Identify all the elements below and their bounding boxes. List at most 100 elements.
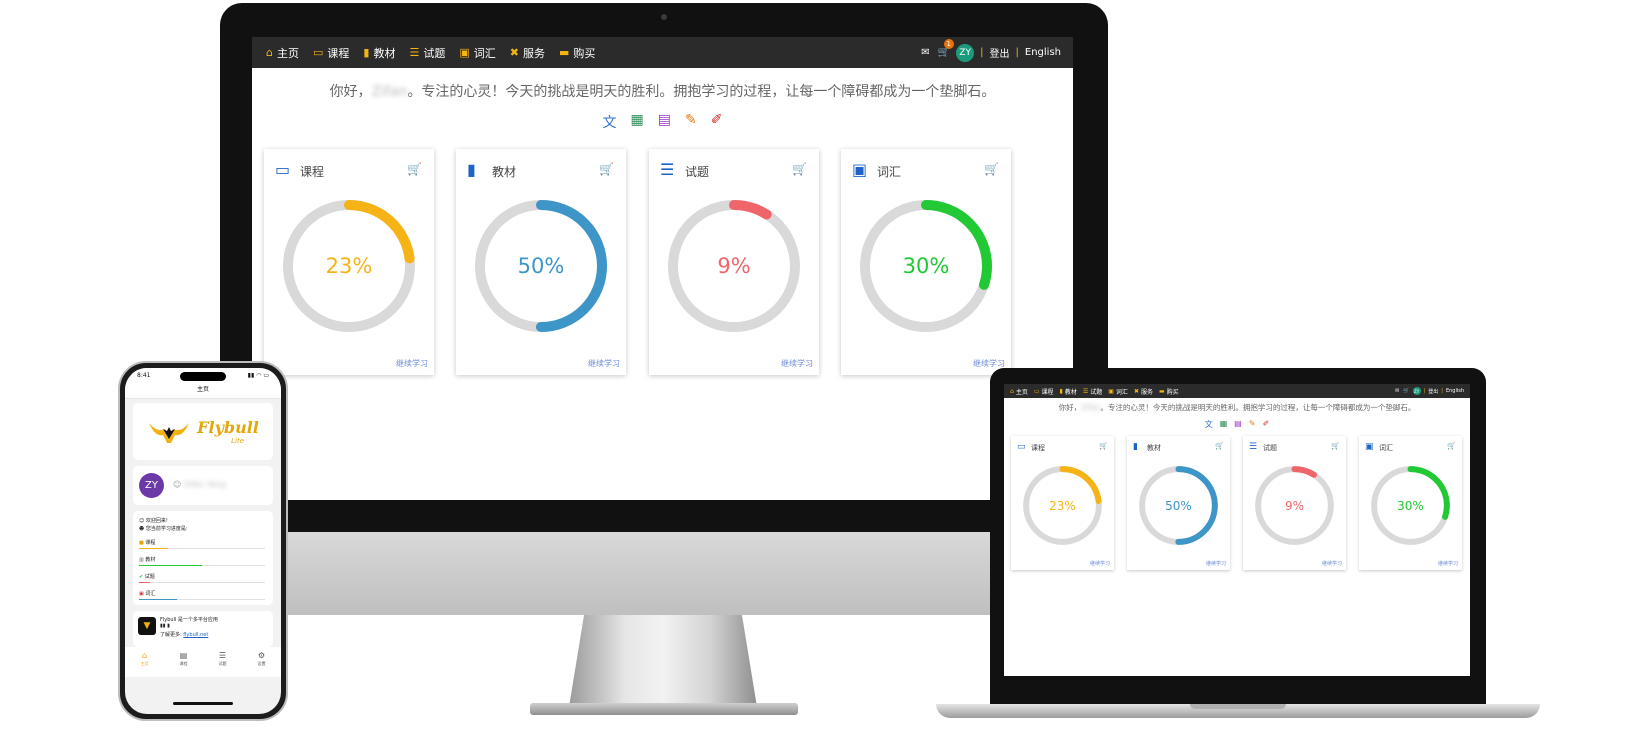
- nav-label: 词汇: [1115, 388, 1128, 396]
- progress-card-course[interactable]: ▭ 课程 🛒 23% 继续学习: [1011, 436, 1114, 570]
- tab-label: 设置: [257, 661, 266, 666]
- language-link[interactable]: English: [1445, 388, 1464, 394]
- writing-icon[interactable]: ✎: [1248, 419, 1256, 428]
- nav-item-textbooks[interactable]: ▮ 教材: [363, 45, 395, 61]
- tab-courses[interactable]: ▤ 课程: [180, 651, 188, 677]
- progress-percent: 30%: [902, 254, 950, 278]
- nav-item-home[interactable]: ⌂ 主页: [1010, 387, 1028, 396]
- nav-item-buy[interactable]: ▬ 购买: [559, 45, 595, 61]
- list-icon: ☰: [218, 651, 227, 660]
- laptop-screen: ⌂ 主页 ▭ 课程 ▮ 教材 ☰ 试题 ▣ 词汇 ✖ 服务 ▬ 购买 ✉ 🛒 ZY | 登出 …: [1004, 384, 1470, 676]
- translate-icon[interactable]: 文: [602, 115, 617, 131]
- greeting-suffix: 。专注的心灵！今天的挑战是明天的胜利。拥抱学习的过程，让每一个障碍都成为一个垫脚…: [1100, 403, 1416, 412]
- nav-label: 试题: [423, 46, 446, 60]
- about-link[interactable]: flybull.net: [183, 632, 209, 638]
- continue-learning-link[interactable]: 继续学习: [396, 359, 428, 368]
- nav-item-courses[interactable]: ▭ 课程: [313, 45, 349, 61]
- monitor-icon: ▭: [1033, 387, 1040, 395]
- desktop-screen: ⌂ 主页 ▭ 课程 ▮ 教材 ☰ 试题 ▣ 词汇 ✖ 服务 ▬ 购买 ✉ 🛒 1 ZY | 登出…: [252, 37, 1073, 500]
- paint-bucket-icon[interactable]: ✐: [710, 112, 723, 128]
- cart-button[interactable]: 🛒: [1403, 388, 1410, 394]
- top-nav-bar: ⌂ 主页 ▭ 课程 ▮ 教材 ☰ 试题 ▣ 词汇 ✖ 服务 ▬ 购买 ✉ 🛒 ZY | 登出 …: [1004, 384, 1470, 398]
- progress-row-vocab[interactable]: ▣ 词汇: [139, 590, 155, 597]
- nav-label: 教材: [1064, 388, 1077, 396]
- cart-icon[interactable]: 🛒: [792, 162, 807, 176]
- nav-item-home[interactable]: ⌂ 主页: [266, 45, 299, 61]
- continue-learning-link[interactable]: 继续学习: [1089, 561, 1110, 567]
- progress-bar-fill: [139, 599, 177, 600]
- checklist-icon: ☰: [409, 46, 420, 59]
- cart-icon[interactable]: 🛒: [984, 162, 999, 176]
- laptop-notch: [1190, 704, 1286, 709]
- progress-card-course[interactable]: ▭ 课程 🛒 23% 继续学习: [264, 149, 434, 375]
- ab-icon: ▣: [1365, 442, 1374, 452]
- progress-label: 课程: [145, 540, 156, 546]
- nav-item-vocab[interactable]: ▣ 词汇: [459, 45, 495, 61]
- logo-subtitle: Lite: [231, 437, 245, 445]
- cart-icon[interactable]: 🛒: [1331, 442, 1340, 450]
- progress-card-quiz[interactable]: ☰ 试题 🛒 9% 继续学习: [1243, 436, 1346, 570]
- progress-percent: 50%: [1165, 498, 1192, 513]
- progress-card-textbook[interactable]: ▮ 教材 🛒 50% 继续学习: [1127, 436, 1230, 570]
- user-avatar[interactable]: ZY: [956, 43, 975, 62]
- cart-button[interactable]: 🛒 1: [938, 39, 954, 58]
- ab-icon: ▣: [852, 160, 868, 179]
- continue-learning-link[interactable]: 继续学习: [781, 359, 813, 368]
- continue-learning-link[interactable]: 继续学习: [1437, 561, 1458, 567]
- progress-ring-arc: [283, 200, 415, 332]
- continue-learning-link[interactable]: 继续学习: [588, 359, 620, 368]
- translate-icon[interactable]: 文: [1204, 420, 1213, 429]
- nav-item-courses[interactable]: ▭ 课程: [1034, 387, 1054, 396]
- nav-item-buy[interactable]: ▬ 购买: [1159, 387, 1179, 396]
- document-icon[interactable]: ▤: [1234, 419, 1242, 428]
- mail-icon[interactable]: ✉: [1395, 388, 1400, 394]
- user-card[interactable]: ZY ☺ Zifan Yang: [133, 466, 273, 505]
- cart-icon[interactable]: 🛒: [1099, 442, 1108, 450]
- continue-learning-link[interactable]: 继续学习: [973, 359, 1005, 368]
- nav-item-services[interactable]: ✖ 服务: [1134, 387, 1153, 396]
- imac-camera: [661, 14, 667, 20]
- smile-icon: ☻: [139, 526, 146, 532]
- document-icon[interactable]: ▤: [657, 112, 671, 128]
- progress-card-vocab[interactable]: ▣ 词汇 🛒 30% 继续学习: [841, 149, 1011, 375]
- book-icon: ▮: [1133, 442, 1138, 452]
- spreadsheet-icon[interactable]: ▦: [630, 112, 644, 128]
- nav-item-quiz[interactable]: ☰ 试题: [1083, 387, 1102, 396]
- progress-ring-arc: [1255, 466, 1334, 545]
- cart-icon[interactable]: 🛒: [1447, 442, 1456, 450]
- writing-icon[interactable]: ✎: [685, 112, 697, 128]
- cart-icon[interactable]: 🛒: [407, 162, 422, 176]
- chart-icon: ▤: [179, 651, 188, 660]
- progress-card-quiz[interactable]: ☰ 试题 🛒 9% 继续学习: [649, 149, 819, 375]
- paint-bucket-icon[interactable]: ✐: [1262, 419, 1270, 428]
- progress-row-textbook[interactable]: ▥ 教材: [139, 556, 155, 563]
- tab-settings[interactable]: ⚙ 设置: [258, 651, 266, 677]
- nav-item-textbooks[interactable]: ▮ 教材: [1060, 387, 1077, 396]
- nav-item-quiz[interactable]: ☰ 试题: [409, 45, 445, 61]
- continue-learning-link[interactable]: 继续学习: [1205, 561, 1226, 567]
- progress-card-textbook[interactable]: ▮ 教材 🛒 50% 继续学习: [456, 149, 626, 375]
- cart-icon[interactable]: 🛒: [599, 162, 614, 176]
- nav-item-vocab[interactable]: ▣ 词汇: [1108, 387, 1128, 396]
- card-title: 词汇: [877, 165, 902, 179]
- progress-ring: 50%: [468, 193, 614, 339]
- tab-quiz[interactable]: ☰ 试题: [219, 651, 227, 677]
- tab-label: 主页: [140, 661, 149, 666]
- card-title: 课程: [1031, 444, 1045, 452]
- progress-row-quiz[interactable]: ✔ 试题: [139, 573, 155, 580]
- progress-ring: 23%: [276, 193, 422, 339]
- spreadsheet-icon[interactable]: ▦: [1219, 419, 1228, 428]
- tab-home[interactable]: ⌂ 主页: [141, 651, 149, 677]
- progress-row-course[interactable]: ■ 课程: [139, 539, 155, 546]
- language-link[interactable]: English: [1024, 47, 1061, 58]
- nav-item-services[interactable]: ✖ 服务: [510, 45, 545, 61]
- mail-icon[interactable]: ✉: [921, 47, 930, 58]
- cart-icon[interactable]: 🛒: [1215, 442, 1224, 450]
- logout-link[interactable]: 登出: [989, 49, 1010, 60]
- check-icon: ✔: [139, 574, 144, 580]
- logout-link[interactable]: 登出: [1428, 388, 1439, 395]
- continue-learning-link[interactable]: 继续学习: [1321, 561, 1342, 567]
- card-title: 教材: [1147, 444, 1161, 452]
- progress-card-vocab[interactable]: ▣ 词汇 🛒 30% 继续学习: [1359, 436, 1462, 570]
- user-avatar[interactable]: ZY: [1412, 387, 1421, 395]
